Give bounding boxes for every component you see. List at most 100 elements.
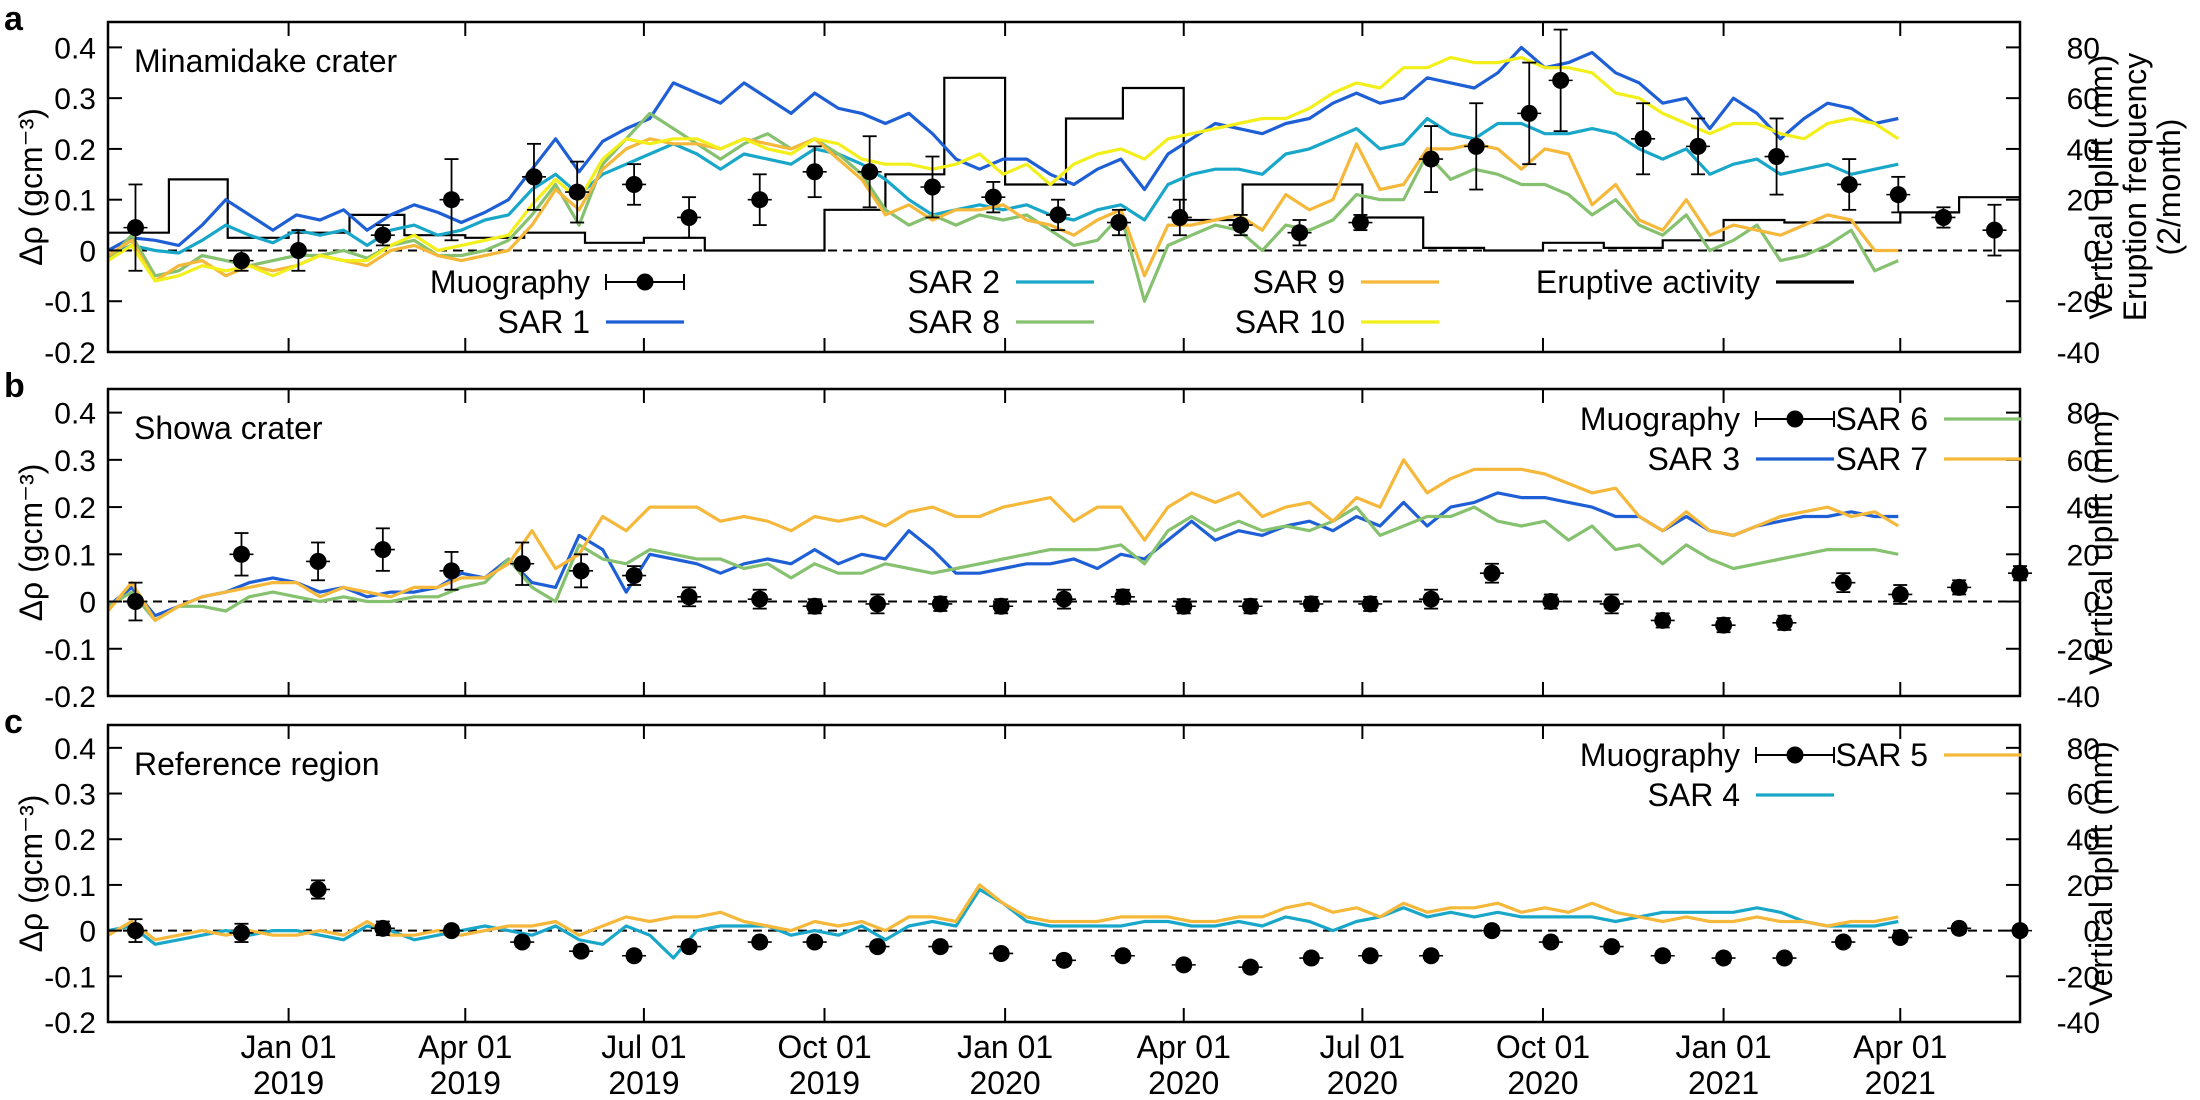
muography-point	[1419, 125, 1444, 193]
muography-point	[1931, 206, 1956, 229]
y-left-tick-label: -0.1	[44, 634, 96, 667]
muography-marker	[1055, 951, 1073, 969]
y-left-tick-label: 0	[79, 916, 96, 949]
y-left-axis-title: Δρ (gcm⁻³)	[13, 108, 49, 266]
muography-marker	[625, 947, 643, 965]
muography-point	[123, 183, 148, 272]
muography-marker	[1542, 593, 1560, 611]
legend-item-sar-3: SAR 3	[1648, 441, 1834, 477]
legend-label: Eruptive activity	[1536, 264, 1760, 300]
muography-point	[865, 593, 890, 615]
muography-marker	[1891, 585, 1909, 603]
muography-marker	[869, 938, 887, 956]
muography-marker	[1891, 928, 1909, 946]
muography-point	[622, 565, 647, 586]
muography-point	[286, 229, 311, 272]
y-right-axis-title: Vertical uplift (mm)	[2083, 55, 2119, 320]
muography-point	[1831, 933, 1856, 951]
muography-point	[989, 597, 1014, 615]
y-left-tick-label: -0.1	[44, 286, 96, 319]
x-tick-label-year: 2021	[1688, 1065, 1759, 1100]
muography-point	[229, 249, 254, 272]
muography-marker	[751, 933, 769, 951]
legend-label: SAR 7	[1836, 441, 1928, 477]
plot-frame	[106, 387, 2022, 698]
x-tick-label-year: 2019	[789, 1065, 860, 1100]
muography-point	[1110, 947, 1135, 965]
y-left-tick-label: 0.3	[54, 83, 96, 116]
y-right-tick-label: 40	[2067, 492, 2100, 525]
muography-point	[1106, 208, 1131, 237]
y-right-tick-label: 0	[2083, 235, 2100, 268]
muography-point	[1650, 611, 1675, 629]
muography-marker	[625, 175, 643, 193]
muography-point	[747, 588, 772, 610]
muography-point	[622, 947, 647, 965]
legend-item-sar-1: SAR 1	[498, 304, 684, 340]
muography-marker	[374, 541, 392, 559]
muography-marker	[1422, 150, 1440, 168]
y-right-tick-label: 20	[2067, 539, 2100, 572]
muography-point	[306, 879, 331, 900]
series-line-sar-8	[108, 111, 1899, 303]
y-left-tick-label: 0.1	[54, 870, 96, 903]
muography-point	[1228, 214, 1253, 237]
legend-label: SAR 9	[1253, 264, 1345, 300]
muography-marker	[751, 191, 769, 209]
legend-item-sar-7: SAR 7	[1836, 441, 2022, 477]
muography-marker	[680, 208, 698, 226]
muography-marker	[1361, 595, 1379, 613]
y-right-tick-label: -40	[2057, 1007, 2100, 1040]
muography-marker	[1241, 958, 1259, 976]
legend-item-sar-9: SAR 9	[1253, 264, 1439, 300]
muography-marker	[126, 593, 144, 611]
x-tick-label-year: 2020	[1507, 1065, 1578, 1100]
legend-item-muography: Muography	[430, 264, 685, 300]
panel-title: Reference region	[134, 746, 379, 782]
muography-marker	[1889, 186, 1907, 204]
muography-point	[1886, 175, 1911, 214]
y-right-axis-title: Eruption frequency	[2117, 53, 2153, 322]
muography-point	[439, 158, 464, 242]
x-tick-label-month: Jul 01	[601, 1029, 686, 1065]
legend-label: Muography	[430, 264, 590, 300]
y-left-tick-label: 0.2	[54, 824, 96, 857]
muography-point	[802, 145, 827, 199]
panel-title: Showa crater	[134, 410, 323, 446]
y-right-axis-title: Vertical uplift (mm)	[2083, 410, 2119, 675]
muography-marker	[1241, 597, 1259, 615]
legend: Muography SAR 5 SAR 4	[1580, 737, 2022, 813]
muography-marker	[232, 545, 250, 563]
muography-marker	[1934, 208, 1952, 226]
muography-point	[229, 532, 254, 577]
muography-point	[1711, 949, 1736, 967]
muography-marker	[1467, 137, 1485, 155]
x-tick-label-year: 2020	[970, 1065, 1041, 1100]
muography-point	[1479, 562, 1504, 584]
muography-marker	[1715, 616, 1733, 634]
muography-point	[569, 553, 594, 589]
muography-point	[1538, 593, 1563, 611]
muography-point	[1358, 595, 1383, 613]
muography-marker	[680, 588, 698, 606]
muography-marker	[1542, 933, 1560, 951]
muography-point	[928, 938, 953, 956]
muography-marker	[861, 163, 879, 181]
muography-marker	[680, 938, 698, 956]
y-left-tick-label: 0.2	[54, 492, 96, 525]
muography-point	[1299, 949, 1324, 967]
y-right-axis-title: (2/month)	[2151, 119, 2187, 256]
legend-label: SAR 5	[1836, 737, 1928, 773]
x-tick-label-month: Apr 01	[1853, 1029, 1947, 1065]
muography-point	[1299, 595, 1324, 613]
y-right-tick-label: 80	[2067, 398, 2100, 431]
y-right-tick-label: 80	[2067, 32, 2100, 65]
muography-point	[1419, 588, 1444, 610]
legend-label: SAR 2	[908, 264, 1000, 300]
legend-label: SAR 4	[1648, 777, 1740, 813]
muography-point	[1837, 158, 1862, 211]
legend-swatch-marker	[1786, 410, 1804, 428]
muography-marker	[1291, 224, 1309, 242]
muography-marker	[1049, 206, 1067, 224]
muography-marker	[1775, 949, 1793, 967]
